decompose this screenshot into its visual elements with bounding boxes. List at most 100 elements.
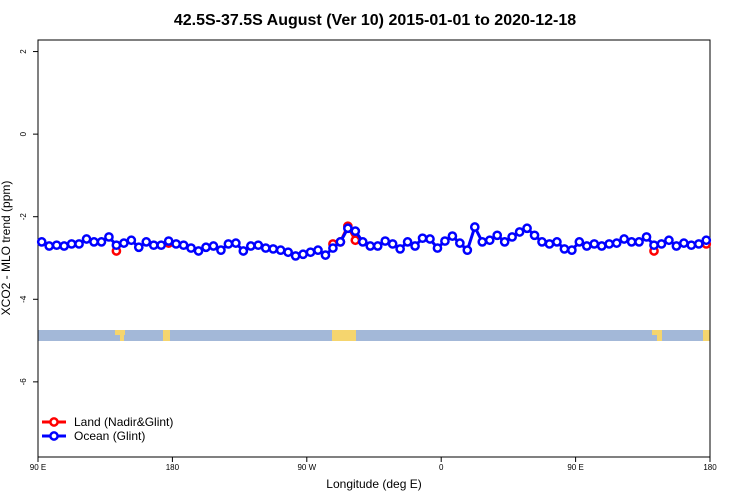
data-point [290, 251, 301, 261]
x-tick-label: 180 [703, 463, 717, 472]
data-point [581, 241, 592, 251]
data-point [410, 241, 420, 251]
data-point [492, 230, 503, 241]
data-point [51, 240, 62, 251]
data-point [402, 237, 413, 247]
data-point [365, 241, 376, 251]
data-point [59, 241, 69, 251]
legend-label: Land (Nadir&Glint) [74, 415, 173, 429]
data-point [238, 246, 249, 256]
data-point [156, 240, 167, 251]
data-point [544, 239, 555, 249]
data-point [74, 239, 84, 249]
land-patch [657, 335, 662, 341]
data-point [693, 239, 704, 249]
land-patch [115, 330, 125, 335]
data-point [305, 247, 316, 258]
data-point [126, 235, 137, 246]
data-point [522, 223, 532, 234]
data-point [313, 245, 323, 256]
land-patch [163, 330, 170, 341]
data-point [499, 237, 510, 247]
ocean-band [38, 330, 710, 341]
data-point [96, 237, 107, 247]
data-point [178, 240, 189, 251]
x-tick-label: 90 E [567, 463, 583, 472]
data-point [507, 232, 517, 242]
data-point [395, 244, 405, 254]
data-point [260, 243, 271, 253]
data-point [686, 240, 697, 251]
data-point [104, 232, 114, 242]
data-point [216, 245, 226, 256]
land-patch [120, 335, 124, 341]
data-point [417, 233, 428, 244]
data-point [634, 237, 644, 247]
data-point [656, 239, 667, 249]
data-point [537, 237, 547, 247]
land-patch [332, 330, 356, 341]
data-point [44, 241, 55, 251]
data-point [664, 235, 674, 246]
data-point [387, 239, 398, 249]
data-point [89, 237, 99, 247]
data-point [119, 238, 129, 248]
data-point [283, 247, 293, 258]
legend-marker [49, 417, 59, 427]
data-point [567, 245, 577, 256]
data-point [380, 236, 391, 246]
data-point [574, 237, 585, 247]
legend: Land (Nadir&Glint)Ocean (Glint) [42, 415, 173, 443]
land-patch [703, 330, 710, 341]
x-tick-label: 0 [439, 463, 444, 472]
data-point [223, 239, 234, 249]
data-point [148, 240, 159, 251]
data-point [253, 240, 264, 251]
y-tick-label: -6 [19, 378, 28, 386]
legend-label: Ocean (Glint) [74, 429, 145, 443]
data-point [350, 235, 361, 246]
data-point [552, 237, 562, 247]
data-point [440, 236, 450, 246]
data-point [477, 237, 488, 247]
data-point [133, 242, 144, 253]
data-point [245, 241, 256, 251]
data-point [141, 237, 152, 247]
data-point [193, 246, 204, 256]
data-point [357, 237, 368, 247]
data-point [163, 236, 174, 246]
y-axis-label: XCO2 - MLO trend (ppm) [0, 181, 13, 316]
data-point [641, 232, 652, 242]
x-tick-label: 90 E [30, 463, 46, 472]
data-point [275, 245, 286, 256]
legend-marker [49, 431, 59, 441]
data-point [455, 238, 465, 248]
x-tick-label: 90 W [297, 463, 316, 472]
data-point [372, 241, 383, 251]
data-point [66, 239, 77, 249]
data-point [529, 230, 540, 241]
data-point [328, 243, 338, 253]
data-point [679, 238, 689, 248]
data-point [208, 241, 219, 251]
data-point [604, 239, 615, 249]
data-point [81, 234, 92, 244]
data-point [111, 240, 122, 251]
data-point [462, 245, 473, 256]
y-tick-label: -4 [19, 295, 28, 303]
data-point [484, 235, 495, 246]
data-point [36, 237, 47, 247]
data-point [447, 231, 458, 241]
data-point [589, 239, 600, 249]
surface-band [38, 330, 710, 341]
land-patch [652, 330, 662, 335]
data-point [596, 241, 607, 251]
data-point [425, 234, 435, 244]
y-tick-label: 2 [19, 49, 28, 54]
y-tick-label: -2 [19, 213, 28, 221]
data-point [432, 243, 443, 253]
x-tick-label: 180 [166, 463, 180, 472]
data-point [611, 238, 622, 248]
data-point [701, 235, 712, 246]
